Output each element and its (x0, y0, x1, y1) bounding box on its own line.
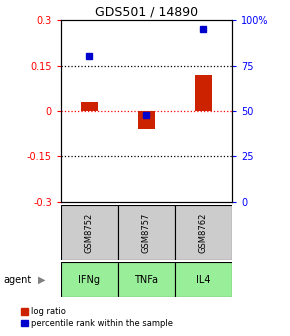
Title: GDS501 / 14890: GDS501 / 14890 (95, 6, 198, 19)
Text: IFNg: IFNg (78, 275, 100, 285)
Bar (175, 262, 232, 297)
Text: IL4: IL4 (196, 275, 211, 285)
Bar (61, 262, 118, 297)
Bar (61, 205, 118, 260)
Bar (195, 75, 212, 111)
Bar (118, 205, 175, 260)
Text: GSM8762: GSM8762 (199, 212, 208, 253)
Text: TNFa: TNFa (135, 275, 158, 285)
Text: GSM8757: GSM8757 (142, 212, 151, 253)
Text: GSM8752: GSM8752 (85, 213, 94, 253)
Bar (175, 205, 232, 260)
Bar (81, 102, 98, 111)
Bar (118, 262, 175, 297)
Text: agent: agent (3, 275, 31, 285)
Text: ▶: ▶ (38, 275, 45, 285)
Bar (138, 111, 155, 129)
Legend: log ratio, percentile rank within the sample: log ratio, percentile rank within the sa… (21, 307, 173, 328)
